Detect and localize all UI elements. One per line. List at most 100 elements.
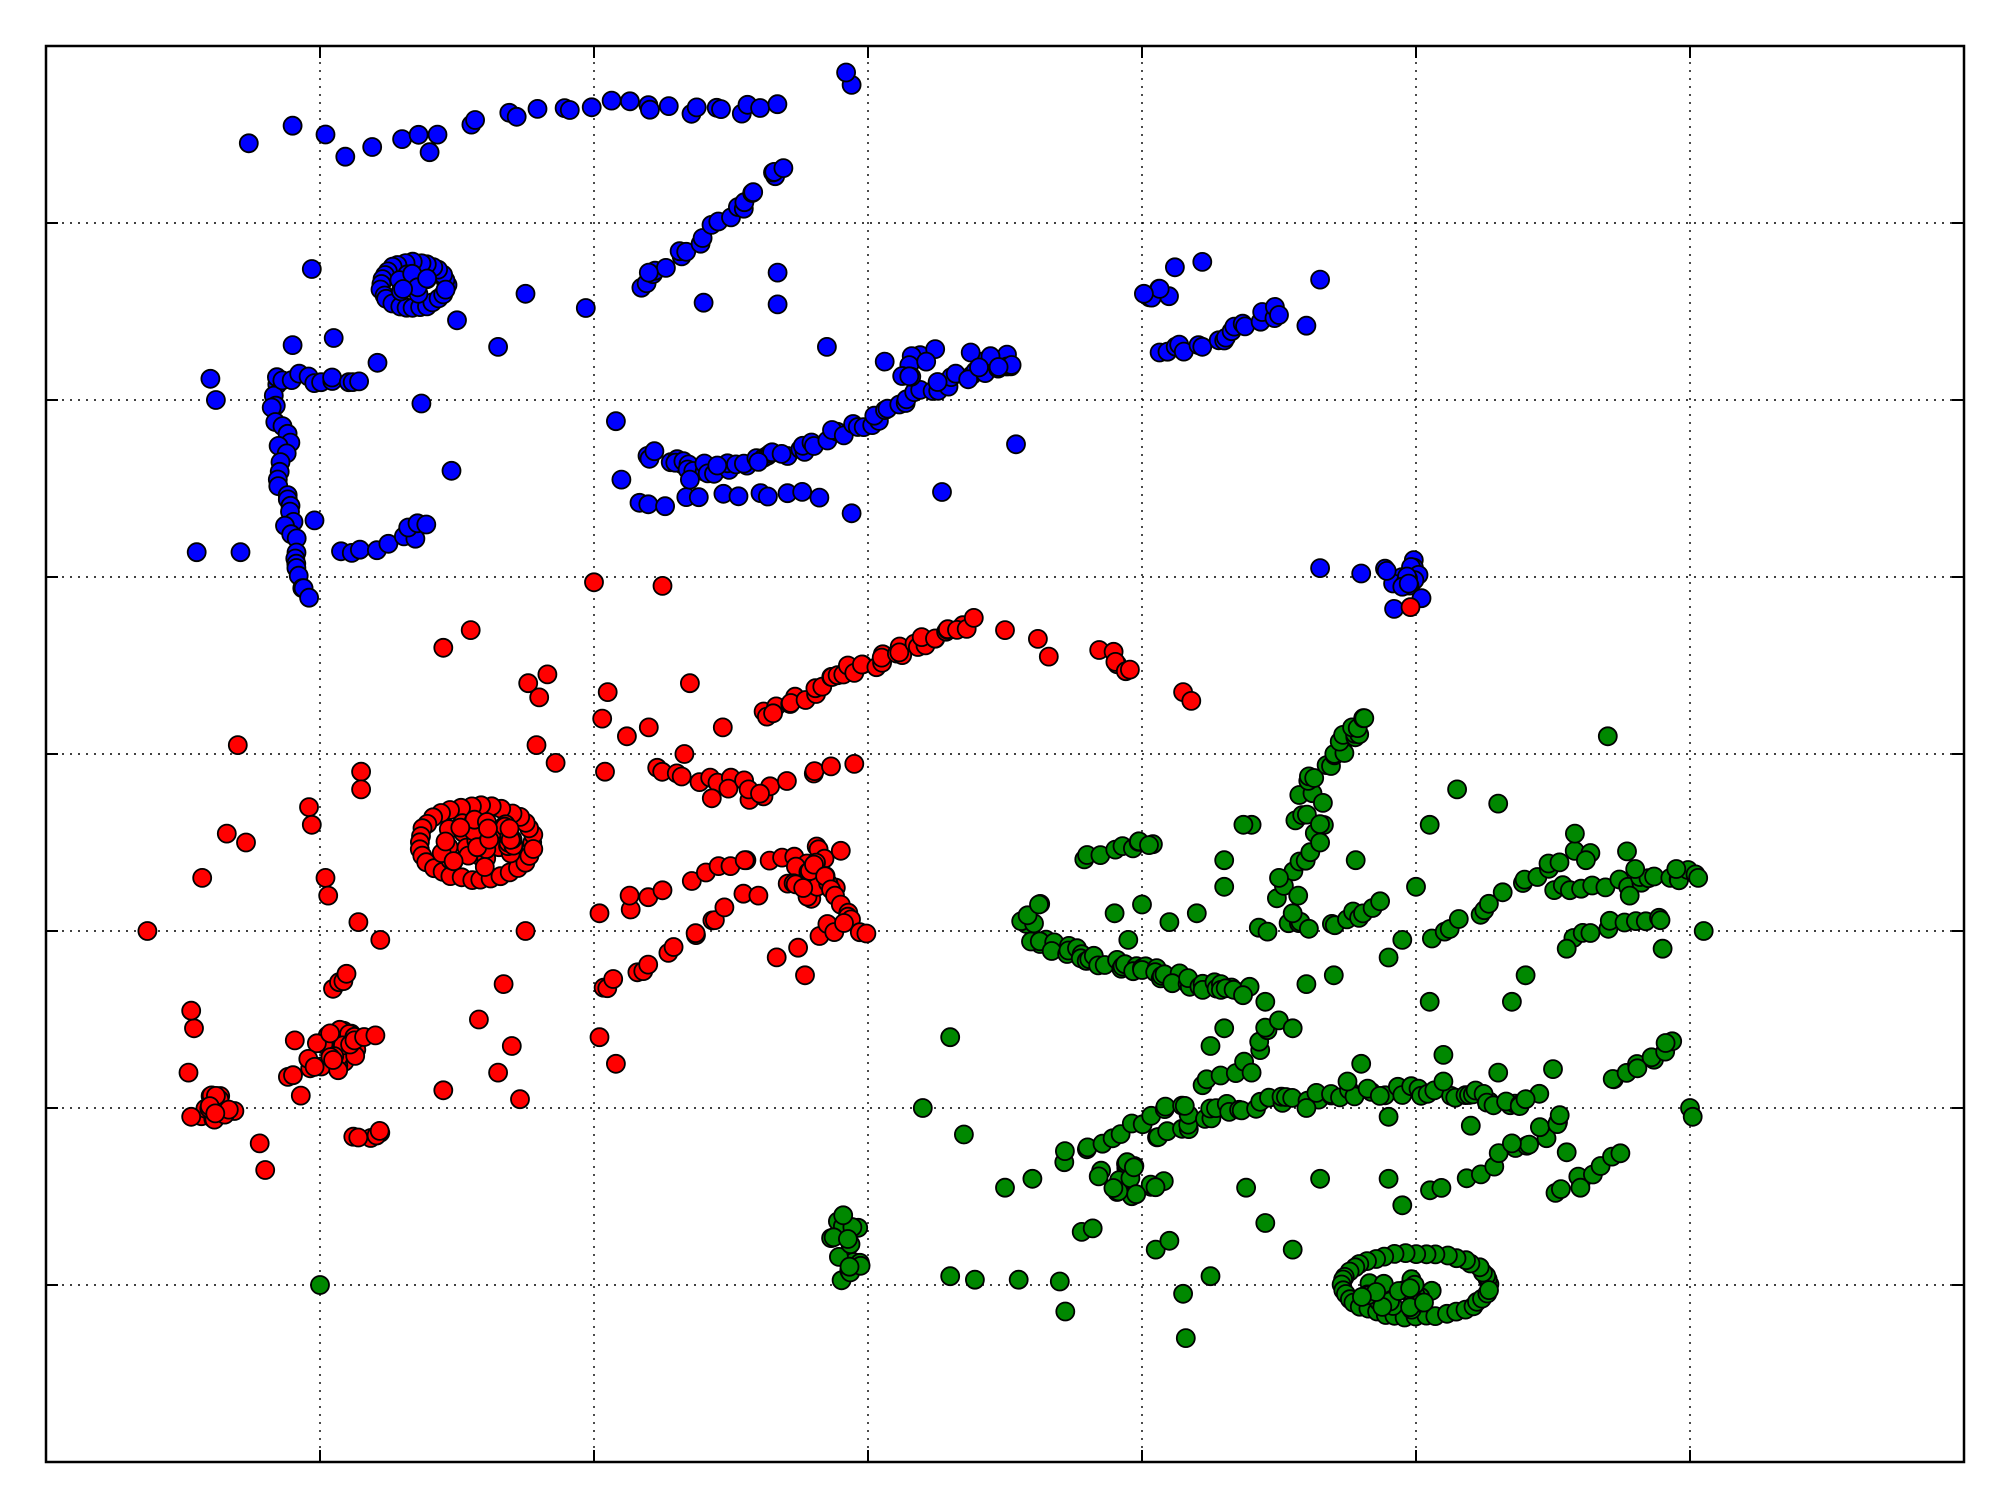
scatter-point — [589, 1027, 610, 1048]
scatter-point — [734, 850, 755, 871]
scatter-point — [1502, 1133, 1522, 1154]
scatter-point — [393, 279, 414, 299]
scatter-point — [1132, 894, 1152, 915]
scatter-point — [581, 97, 602, 118]
scatter-point — [1479, 1280, 1499, 1300]
scatter-point — [1181, 691, 1202, 711]
scatter-point — [1165, 257, 1185, 278]
scatter-point — [1378, 947, 1399, 968]
scatter-point — [236, 832, 256, 853]
scatter-point — [362, 137, 383, 157]
scatter-point — [310, 1275, 330, 1295]
scatter-point — [1502, 991, 1522, 1012]
scatter-point — [216, 823, 237, 844]
scatter-point — [1556, 1142, 1577, 1163]
scatter-point — [655, 496, 675, 517]
scatter-point — [714, 897, 735, 918]
scatter-point — [1310, 558, 1330, 578]
scatter-point — [1008, 1269, 1029, 1290]
scatter-point — [617, 726, 637, 747]
scatter-point — [493, 974, 514, 994]
scatter-point — [1414, 1292, 1434, 1313]
scatter-point — [1082, 1218, 1103, 1239]
scatter-point — [1214, 1018, 1235, 1039]
scatter-point — [817, 336, 837, 357]
scatter-point — [523, 839, 544, 859]
scatter-point — [137, 921, 158, 941]
scatter-point — [1351, 563, 1372, 584]
scatter-point — [408, 124, 429, 145]
scatter-point — [1384, 599, 1404, 619]
scatter-point — [1186, 903, 1207, 924]
scatter-point — [795, 965, 815, 986]
scatter-point — [1296, 1098, 1317, 1118]
scatter-point — [192, 868, 213, 888]
scatter-point — [1570, 1177, 1591, 1198]
scatter-point — [443, 851, 464, 871]
scatter-point — [1323, 965, 1344, 986]
scatter-point — [995, 1177, 1015, 1198]
scatter-point — [750, 783, 770, 804]
scatter-point — [830, 840, 851, 861]
scatter-point — [1556, 938, 1577, 959]
scatter-point — [1400, 1278, 1420, 1299]
scatter-point — [1378, 1106, 1399, 1127]
scatter-point — [766, 947, 787, 968]
scatter-point — [559, 100, 580, 120]
scatter-point — [200, 368, 221, 389]
scatter-point — [833, 1205, 854, 1226]
scatter-point — [282, 335, 303, 356]
scatter-point — [1431, 1178, 1452, 1198]
series-1 — [137, 572, 1421, 1180]
scatter-point — [335, 146, 356, 167]
scatter-point — [686, 97, 707, 118]
scatter-point — [1693, 921, 1714, 941]
scatter-point — [1565, 823, 1585, 844]
scatter-point — [365, 1025, 386, 1046]
scatter-point — [1488, 1062, 1509, 1083]
scatter-point — [606, 411, 626, 432]
scatter-point — [255, 1160, 276, 1180]
scatter-point — [1419, 991, 1440, 1012]
scatter-point — [912, 1098, 933, 1118]
scatter-point — [718, 778, 739, 799]
scatter-point — [1644, 866, 1664, 887]
scatter-point — [1313, 793, 1333, 813]
scatter-point — [336, 963, 357, 984]
scatter-point — [227, 735, 248, 755]
scatter-point — [1028, 629, 1048, 649]
scatter-point — [916, 351, 937, 372]
scatter-point — [1296, 974, 1317, 994]
scatter-point — [1400, 597, 1421, 617]
scatter-point — [856, 923, 877, 944]
scatter-point — [767, 94, 788, 115]
scatter-point — [1369, 1086, 1390, 1106]
scatter-point — [1103, 1178, 1124, 1198]
scatter-point — [537, 664, 558, 685]
scatter-point — [711, 99, 731, 119]
scatter-point — [777, 771, 797, 791]
scatter-point — [1006, 434, 1026, 455]
scatter-point — [606, 1053, 626, 1074]
scatter-point — [1345, 850, 1366, 871]
scatter-point — [750, 98, 770, 118]
axis-ticks — [46, 46, 1964, 1462]
scatter-point — [1576, 850, 1596, 871]
scatter-point — [478, 818, 498, 839]
scatter-point — [1655, 1033, 1676, 1053]
scatter-point — [1652, 938, 1673, 959]
scatter-point — [1269, 305, 1289, 325]
scatter-point — [680, 469, 700, 490]
scatter-point — [284, 1030, 305, 1051]
scatter-point — [793, 878, 814, 898]
scatter-point — [575, 298, 596, 318]
scatter-point — [1022, 1168, 1043, 1189]
scatter-point — [299, 797, 319, 817]
scatter-point — [1617, 841, 1637, 862]
scatter-point — [1310, 1168, 1330, 1189]
scatter-point — [1519, 1134, 1539, 1155]
scatter-point — [620, 91, 640, 112]
scatter-point — [1282, 903, 1303, 924]
scatter-point — [306, 1033, 327, 1054]
